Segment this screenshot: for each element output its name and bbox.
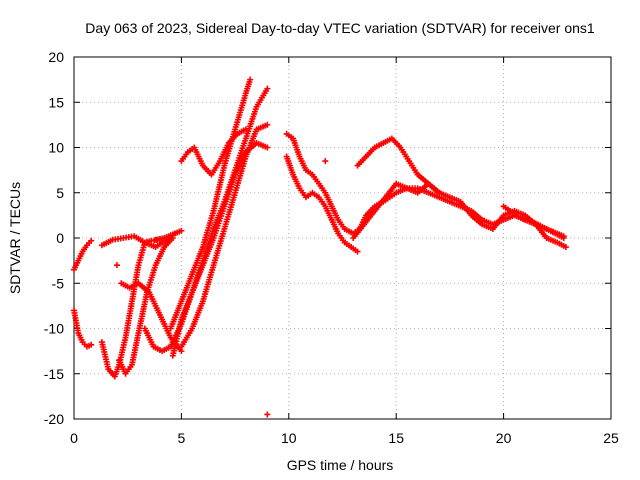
series-outlier-3	[322, 158, 329, 165]
y-tick-label: 5	[56, 185, 64, 201]
series-track-9	[169, 85, 271, 359]
y-axis: -20 -15 -10 -5 0 5 10 15 20	[44, 49, 611, 427]
x-tick-label: 25	[603, 430, 619, 446]
series-track-1	[71, 237, 95, 273]
data-point	[88, 341, 95, 348]
x-axis-label: GPS time / hours	[287, 457, 394, 473]
x-tick-label: 15	[388, 430, 404, 446]
series-track-8	[167, 76, 254, 332]
series-track-12	[152, 227, 185, 243]
data-point	[178, 227, 185, 234]
data-series	[71, 76, 569, 418]
y-tick-label: -15	[44, 366, 64, 382]
data-point	[242, 126, 249, 133]
data-point	[113, 262, 120, 269]
data-point	[354, 248, 361, 255]
series-track-11	[178, 126, 249, 178]
y-axis-label: SDTVAR / TECUs	[7, 182, 23, 294]
chart-title: Day 063 of 2023, Sidereal Day-to-day VTE…	[85, 20, 595, 36]
series-track-17	[500, 203, 567, 241]
series-outlier-2	[264, 411, 271, 418]
series-track-10	[178, 121, 271, 350]
y-tick-label: -20	[44, 411, 64, 427]
x-tick-label: 5	[178, 430, 186, 446]
data-point	[264, 85, 271, 92]
data-point	[560, 235, 567, 241]
y-tick-label: 0	[56, 230, 64, 246]
data-point	[322, 158, 329, 165]
series-track-14	[283, 153, 361, 255]
y-tick-label: -10	[44, 321, 64, 337]
data-point	[264, 411, 271, 418]
y-tick-label: -5	[52, 275, 65, 291]
series-track-16	[350, 180, 569, 251]
x-axis: 0 5 10 15 20 25	[70, 57, 619, 446]
series-track-5	[116, 235, 176, 377]
data-point	[247, 76, 254, 83]
x-tick-label: 20	[496, 430, 512, 446]
y-tick-label: 10	[48, 140, 64, 156]
series-track-2	[71, 307, 95, 350]
y-tick-label: 15	[48, 94, 64, 110]
series-outlier-1	[113, 262, 120, 269]
x-tick-label: 10	[281, 430, 297, 446]
data-point	[88, 237, 95, 244]
y-tick-label: 20	[48, 49, 64, 65]
data-point	[562, 244, 569, 251]
data-point	[264, 121, 271, 128]
x-tick-label: 0	[70, 430, 78, 446]
data-point	[264, 144, 271, 151]
